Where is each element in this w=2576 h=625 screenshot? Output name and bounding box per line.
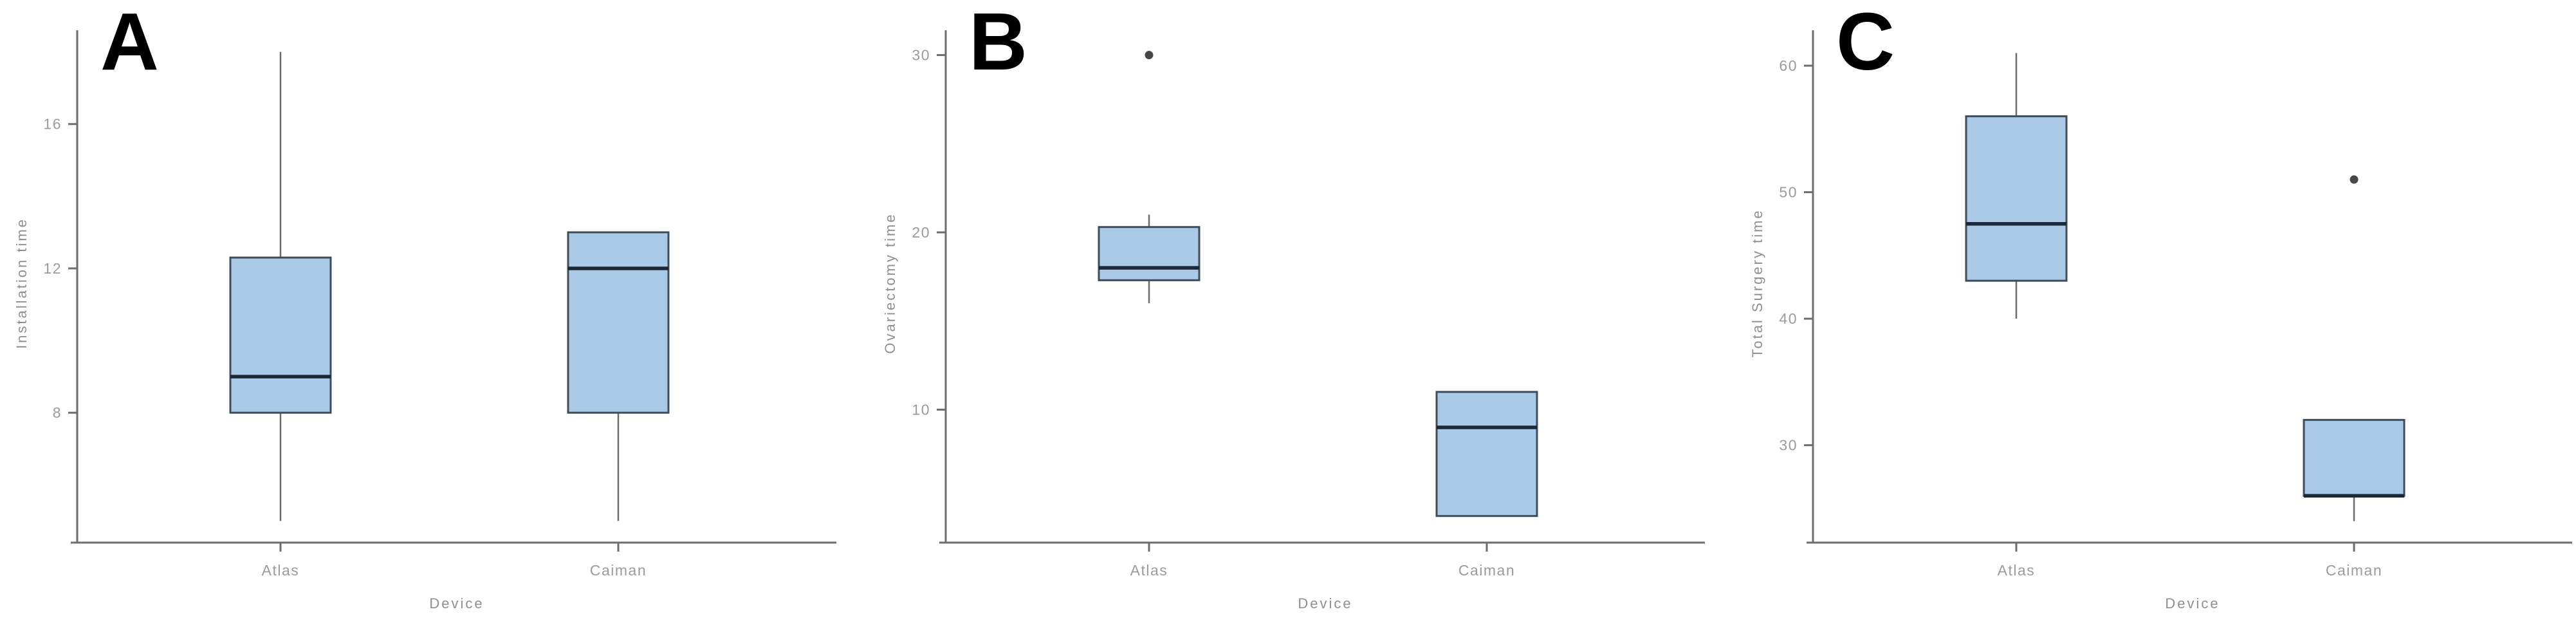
y-axis-label-c: Total Surgery time [1749, 209, 1765, 358]
y-axis-label-a: Installation time [14, 218, 30, 349]
y-tick-label: 20 [912, 224, 930, 241]
category-label-caiman: Caiman [2326, 562, 2382, 579]
outlier-point-caiman [2350, 175, 2359, 184]
box-atlas [1098, 226, 1201, 281]
y-tick-label: 12 [43, 260, 62, 277]
category-label-atlas: Atlas [1130, 562, 1168, 579]
box-caiman [2303, 418, 2406, 497]
y-tick-label: 8 [53, 404, 62, 421]
box-atlas [229, 256, 332, 414]
box-caiman [1435, 391, 1538, 518]
y-tick-label: 50 [1779, 184, 1798, 201]
y-tick-label: 60 [1779, 57, 1798, 74]
box-atlas [1965, 115, 2068, 282]
y-tick-label: 30 [912, 47, 930, 64]
outlier-point-atlas [1145, 51, 1154, 60]
box-caiman [567, 231, 670, 414]
category-label-caiman: Caiman [590, 562, 647, 579]
x-axis-label-b: Device [1298, 595, 1353, 611]
panel-c: 30 40 50 60 Atlas Caiman C Total Surgery time… [1718, 0, 2576, 625]
boxplot-plot-a: 8 12 16 Atlas Caiman [43, 30, 836, 579]
category-label-caiman: Caiman [1458, 562, 1515, 579]
category-label-atlas: Atlas [1998, 562, 2036, 579]
panel-a: 8 12 16 Atlas Caiman A Installation time Dev… [0, 0, 859, 625]
y-tick-label: 40 [1779, 310, 1798, 327]
panel-letter-b: B [969, 0, 1027, 87]
panel-letter-a: A [100, 0, 159, 87]
y-tick-label: 16 [43, 116, 62, 133]
y-axis-label-b: Ovariectomy time [882, 212, 898, 354]
category-label-atlas: Atlas [262, 562, 300, 579]
panel-letter-c: C [1836, 0, 1895, 87]
x-axis-label-c: Device [2165, 595, 2220, 611]
boxplot-plot-c: 30 40 50 60 Atlas Caiman [1779, 30, 2572, 579]
x-axis-label-a: Device [429, 595, 484, 611]
y-tick-label: 30 [1779, 437, 1798, 454]
y-tick-label: 10 [912, 401, 930, 418]
boxplot-plot-b: 10 20 30 Atlas Caiman [912, 30, 1705, 579]
panel-b: 10 20 30 Atlas Caiman B Ovariectomy time Dev… [859, 0, 1718, 625]
